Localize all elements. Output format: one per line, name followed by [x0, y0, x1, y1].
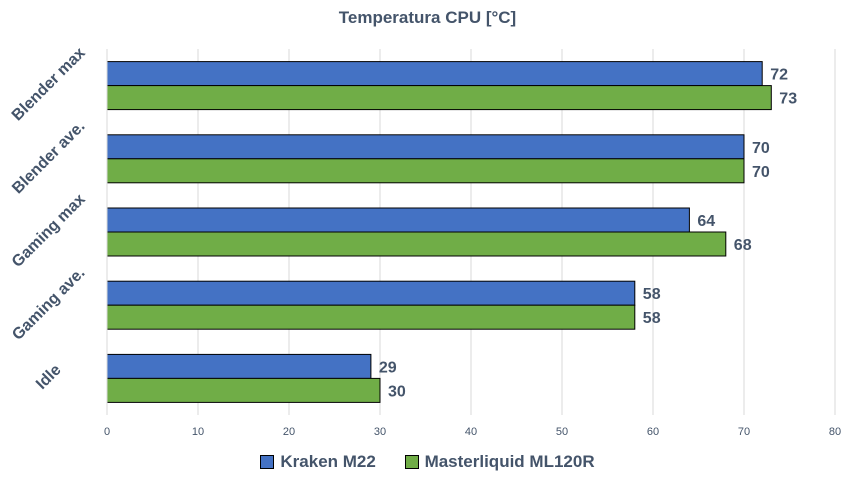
x-tick-label-0: 0: [104, 426, 110, 438]
data-label-s0-c4: 29: [379, 359, 397, 376]
data-label-s0-c1: 70: [752, 140, 770, 157]
x-tick-label-10: 10: [192, 426, 204, 438]
x-tick-label-70: 70: [738, 426, 750, 438]
bar-s0-c1: [106, 134, 745, 160]
legend: Kraken M22 Masterliquid ML120R: [0, 452, 855, 474]
chart-title: Temperatura CPU [°C]: [338, 8, 517, 27]
bar-s1-c1: [106, 158, 745, 184]
x-tick-label-50: 50: [556, 426, 568, 438]
category-label-3: Gaming ave.: [9, 264, 88, 343]
x-tick-label-80: 80: [829, 426, 841, 438]
data-label-s1-c3: 58: [643, 310, 661, 327]
bar-s1-c3: [106, 304, 636, 330]
data-label-s1-c1: 70: [752, 164, 770, 181]
bar-s0-c2: [106, 207, 690, 233]
category-label-0: Blender max: [9, 44, 89, 124]
data-label-s1-c4: 30: [388, 383, 406, 400]
legend-swatch-masterliquid: [404, 455, 419, 469]
legend-swatch-kraken: [260, 455, 275, 469]
x-tick-label-40: 40: [465, 426, 477, 438]
bar-s1-c2: [106, 231, 727, 257]
data-label-s0-c2: 64: [697, 213, 715, 230]
x-tick-label-60: 60: [647, 426, 659, 438]
data-label-s1-c0: 73: [779, 91, 797, 108]
legend-item-masterliquid: Masterliquid ML120R: [404, 452, 595, 472]
x-tick-label-20: 20: [283, 426, 295, 438]
bar-s0-c4: [106, 353, 372, 379]
bar-s0-c0: [106, 61, 763, 87]
bar-s1-c4: [106, 377, 381, 403]
bar-s0-c3: [106, 280, 636, 306]
data-label-s0-c0: 72: [770, 67, 788, 84]
legend-item-kraken: Kraken M22: [260, 452, 376, 472]
bar-s1-c0: [106, 85, 772, 111]
category-label-1: Blender ave.: [9, 118, 88, 197]
data-label-s1-c2: 68: [734, 237, 752, 254]
data-label-s0-c3: 58: [643, 286, 661, 303]
category-label-4: Idle: [33, 361, 65, 393]
legend-label-masterliquid: Masterliquid ML120R: [424, 452, 595, 471]
legend-label-kraken: Kraken M22: [280, 452, 376, 471]
category-label-2: Gaming max: [9, 191, 89, 271]
x-tick-label-30: 30: [374, 426, 386, 438]
